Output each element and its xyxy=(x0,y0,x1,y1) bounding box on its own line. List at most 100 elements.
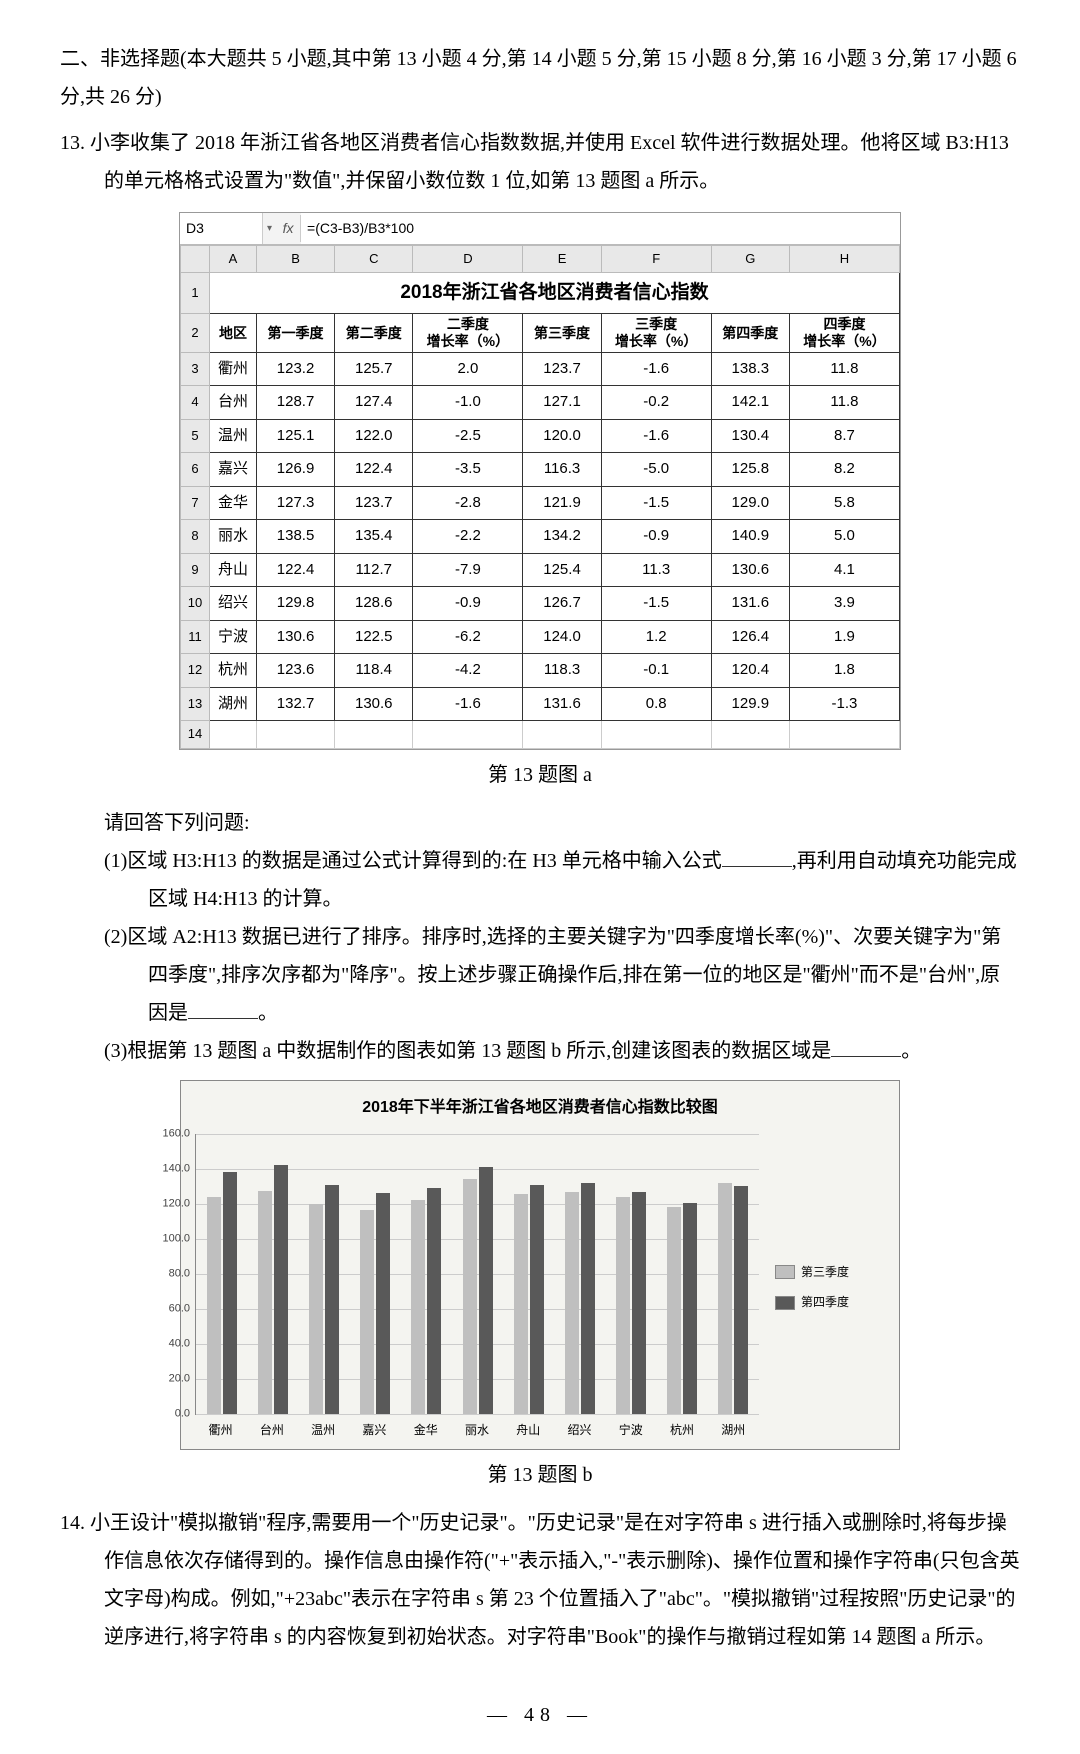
legend-item: 第四季度 xyxy=(775,1291,885,1314)
excel-screenshot: D3 ▾ fx =(C3-B3)/B3*100 ABCDEFGH12018年浙江… xyxy=(179,212,901,750)
table-cell: 0.8 xyxy=(601,687,711,721)
col-head: B xyxy=(256,245,334,273)
table-cell: -4.2 xyxy=(413,654,523,688)
y-tick: 40.0 xyxy=(169,1333,196,1354)
table-cell: 1.9 xyxy=(789,620,899,654)
table-cell: 3.9 xyxy=(789,587,899,621)
bar xyxy=(207,1197,221,1413)
table-cell: -1.5 xyxy=(601,486,711,520)
table-cell: 130.6 xyxy=(711,553,789,587)
table-cell: 台州 xyxy=(210,386,257,420)
chart-legend: 第三季度第四季度 xyxy=(759,1134,885,1442)
table-header-cell: 第一季度 xyxy=(256,314,334,353)
table-cell: 4.1 xyxy=(789,553,899,587)
table-cell: 116.3 xyxy=(523,453,601,487)
chart-x-labels: 衢州台州温州嘉兴金华丽水舟山绍兴宁波杭州湖州 xyxy=(195,1419,759,1442)
col-head: F xyxy=(601,245,711,273)
section-header-text: 二、非选择题(本大题共 5 小题,其中第 13 小题 4 分,第 14 小题 5… xyxy=(60,48,1017,108)
q13-intro-text: 13. 小李收集了 2018 年浙江省各地区消费者信心指数数据,并使用 Exce… xyxy=(60,132,1009,192)
table-cell: -2.8 xyxy=(413,486,523,520)
chart-plot-area: 0.020.040.060.080.0100.0120.0140.0160.0 xyxy=(195,1134,759,1415)
table-header-cell: 地区 xyxy=(210,314,257,353)
table-cell: 135.4 xyxy=(335,520,413,554)
q13-2b: 。 xyxy=(258,1002,278,1024)
y-tick: 60.0 xyxy=(169,1298,196,1319)
blank-2 xyxy=(188,998,258,1019)
bar xyxy=(376,1193,390,1413)
section-header: 二、非选择题(本大题共 5 小题,其中第 13 小题 4 分,第 14 小题 5… xyxy=(60,40,1020,116)
table-cell: 金华 xyxy=(210,486,257,520)
table-cell: 11.3 xyxy=(601,553,711,587)
table-cell: 120.4 xyxy=(711,654,789,688)
table-cell: -2.2 xyxy=(413,520,523,554)
x-label: 湖州 xyxy=(708,1419,759,1442)
table-cell: 123.7 xyxy=(523,352,601,386)
table-cell: 嘉兴 xyxy=(210,453,257,487)
table-cell: -1.6 xyxy=(413,687,523,721)
q13-sub1: (1)区域 H3:H13 的数据是通过公式计算得到的:在 H3 单元格中输入公式… xyxy=(60,842,1020,918)
table-cell: 142.1 xyxy=(711,386,789,420)
table-cell: 11.8 xyxy=(789,386,899,420)
table-cell: -1.6 xyxy=(601,419,711,453)
bar xyxy=(530,1185,544,1414)
table-title: 2018年浙江省各地区消费者信心指数 xyxy=(210,273,900,314)
x-label: 台州 xyxy=(246,1419,297,1442)
table-cell: -1.5 xyxy=(601,587,711,621)
bar xyxy=(479,1167,493,1414)
spreadsheet-table: ABCDEFGH12018年浙江省各地区消费者信心指数2地区第一季度第二季度二季… xyxy=(180,245,900,750)
table-cell: -6.2 xyxy=(413,620,523,654)
table-cell: -7.9 xyxy=(413,553,523,587)
bar xyxy=(667,1207,681,1414)
col-head: E xyxy=(523,245,601,273)
table-cell: 杭州 xyxy=(210,654,257,688)
legend-swatch xyxy=(775,1265,795,1279)
table-cell: -0.1 xyxy=(601,654,711,688)
table-cell: -0.9 xyxy=(601,520,711,554)
table-cell: 122.4 xyxy=(256,553,334,587)
bar xyxy=(632,1192,646,1413)
table-cell: 123.7 xyxy=(335,486,413,520)
x-label: 金华 xyxy=(400,1419,451,1442)
table-cell: -1.6 xyxy=(601,352,711,386)
table-header-cell: 第二季度 xyxy=(335,314,413,353)
table-cell: 122.4 xyxy=(335,453,413,487)
q13-intro: 13. 小李收集了 2018 年浙江省各地区消费者信心指数数据,并使用 Exce… xyxy=(60,124,1020,200)
y-tick: 80.0 xyxy=(169,1263,196,1284)
table-cell: 126.9 xyxy=(256,453,334,487)
q14-text: 14. 小王设计"模拟撤销"程序,需要用一个"历史记录"。"历史记录"是在对字符… xyxy=(60,1504,1020,1656)
bar xyxy=(223,1172,237,1414)
x-label: 宁波 xyxy=(605,1419,656,1442)
table-cell: 123.2 xyxy=(256,352,334,386)
table-cell: 130.4 xyxy=(711,419,789,453)
table-cell: -2.5 xyxy=(413,419,523,453)
col-head: G xyxy=(711,245,789,273)
bar xyxy=(360,1210,374,1414)
x-label: 嘉兴 xyxy=(349,1419,400,1442)
table-cell: 129.8 xyxy=(256,587,334,621)
page-number: — 48 — xyxy=(60,1696,1020,1734)
table-cell: 130.6 xyxy=(256,620,334,654)
col-head: H xyxy=(789,245,899,273)
y-tick: 0.0 xyxy=(175,1403,196,1424)
table-cell: 127.4 xyxy=(335,386,413,420)
caption-b: 第 13 题图 b xyxy=(60,1456,1020,1494)
bar xyxy=(309,1204,323,1414)
q13-3b: 。 xyxy=(901,1040,921,1062)
table-cell: 126.4 xyxy=(711,620,789,654)
legend-swatch xyxy=(775,1296,795,1310)
table-cell: 5.8 xyxy=(789,486,899,520)
table-cell: 132.7 xyxy=(256,687,334,721)
table-cell: -0.2 xyxy=(601,386,711,420)
y-tick: 120.0 xyxy=(162,1193,196,1214)
table-cell: 122.5 xyxy=(335,620,413,654)
bar-chart: 2018年下半年浙江省各地区消费者信心指数比较图 0.020.040.060.0… xyxy=(180,1080,900,1450)
table-cell: -3.5 xyxy=(413,453,523,487)
table-cell: 112.7 xyxy=(335,553,413,587)
table-cell: 丽水 xyxy=(210,520,257,554)
table-cell: 121.9 xyxy=(523,486,601,520)
table-cell: 118.4 xyxy=(335,654,413,688)
legend-label: 第四季度 xyxy=(801,1291,849,1314)
table-cell: 11.8 xyxy=(789,352,899,386)
table-cell: 125.7 xyxy=(335,352,413,386)
table-cell: 125.4 xyxy=(523,553,601,587)
